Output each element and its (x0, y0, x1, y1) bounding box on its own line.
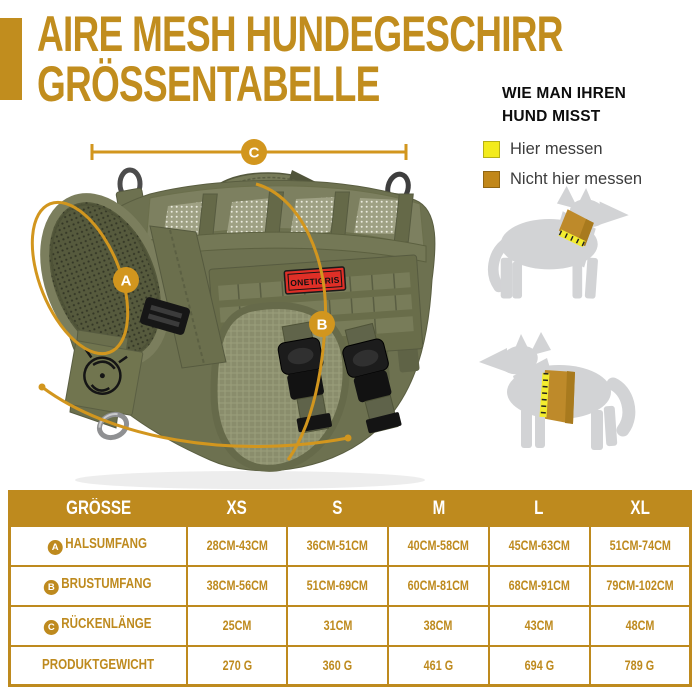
gold-swatch-icon (483, 170, 500, 188)
table-cell: 28CM-43CM (185, 524, 289, 567)
table-cell: 36CM-51CM (286, 524, 390, 567)
marker-A: A (121, 273, 132, 290)
title-accent-bar (0, 18, 22, 100)
table-cell: 270 G (185, 644, 289, 687)
table-cell: 60CM-81CM (387, 564, 490, 607)
legend-item-not-here: Nicht hier messen (483, 170, 693, 189)
dog-measure-diagrams (479, 186, 636, 450)
harness-diagram: ONETIGRIS (30, 139, 436, 489)
molle-straps (197, 191, 414, 245)
brand-patch-text: ONETIGRIS (290, 275, 340, 288)
dog-chest-measure (479, 332, 636, 450)
table-cell: 694 G (487, 644, 591, 687)
row-label-cell: C RÜCKENLÄNGE (8, 604, 188, 647)
table-cell: 48CM (588, 604, 692, 647)
table-cell: 38CM-56CM (185, 564, 289, 607)
row-marker-badge: A (47, 540, 63, 555)
table-header-row: GRÖSSE XS S M L XL (8, 490, 692, 527)
logo-patch (64, 340, 144, 416)
row-label: BRUSTUMFANG (61, 576, 152, 592)
guide-heading-line1: WIE MAN IHREN (502, 85, 627, 102)
table-cell: 68CM-91CM (487, 564, 591, 607)
brand-patch: ONETIGRIS (283, 266, 347, 295)
table-cell: 45CM-63CM (487, 524, 591, 567)
table-header-cell: XL (588, 490, 692, 527)
page-title-line2: GRÖSSENTABELLE (37, 55, 380, 112)
legend-label: Nicht hier messen (510, 169, 643, 188)
table-header-cell: L (487, 490, 591, 527)
measure-arc-belly (41, 385, 349, 449)
table-cell: 40CM-58CM (387, 524, 490, 567)
table-cell: 31CM (286, 604, 390, 647)
table-row: C RÜCKENLÄNGE 25CM 31CM 38CM 43CM 48CM (8, 604, 692, 647)
d-ring-icon (96, 411, 130, 441)
table-row: PRODUKTGEWICHT 270 G 360 G 461 G 694 G 789 G (8, 644, 692, 687)
row-marker-badge: B (43, 580, 59, 595)
row-label: RÜCKENLÄNGE (61, 616, 152, 632)
table-cell: 51CM-69CM (286, 564, 390, 607)
table-cell: 79CM-102CM (588, 564, 692, 607)
row-label: PRODUKTGEWICHT (42, 657, 155, 674)
marker-badges: C A B (113, 139, 335, 337)
size-table: GRÖSSE XS S M L XL A HALSUMFANG 28CM-43CM 36CM-5… (8, 490, 692, 687)
measuring-guide-heading: WIE MAN IHREN HUND MISST (502, 82, 693, 129)
strap-stitching (169, 229, 205, 365)
marker-C: C (249, 145, 260, 162)
table-header-cell: M (387, 490, 490, 527)
arc-end-dot (38, 383, 46, 391)
measuring-guide: WIE MAN IHREN HUND MISST Hier messen Nic… (483, 82, 693, 189)
table-header-cell: XS (185, 490, 289, 527)
page-title: AIRE MESH HUNDEGESCHIRR GRÖSSENTABELLE (37, 6, 700, 112)
guide-heading-line2: HUND MISST (502, 108, 601, 126)
table-header-cell: GRÖSSE (8, 490, 188, 527)
marker-B: B (317, 317, 328, 334)
table-header-cell: S (286, 490, 390, 527)
tape-ticks (540, 372, 549, 418)
page-title-line1: AIRE MESH HUNDEGESCHIRR (37, 6, 563, 62)
yellow-swatch-icon (483, 140, 500, 158)
table-cell: 38CM (387, 604, 490, 647)
table-cell: 25CM (185, 604, 289, 647)
chest-band-shade (565, 371, 575, 424)
side-release-buckle-icon (342, 322, 402, 434)
table-cell: 51CM-74CM (588, 524, 692, 567)
table-cell: 461 G (387, 644, 490, 687)
legend-label: Hier messen (510, 139, 603, 158)
table-cell: 43CM (487, 604, 591, 647)
row-label-cell: PRODUKTGEWICHT (8, 644, 188, 687)
legend-item-measure-here: Hier messen (483, 140, 693, 159)
row-label-cell: A HALSUMFANG (8, 524, 188, 567)
row-label-cell: B BRUSTUMFANG (8, 564, 188, 607)
dog-neck-measure (487, 186, 629, 299)
side-release-buckle-icon (277, 321, 332, 434)
table-row: B BRUSTUMFANG 38CM-56CM 51CM-69CM 60CM-81CM 6… (8, 564, 692, 607)
tape-ticks (558, 230, 586, 247)
row-label: HALSUMFANG (65, 536, 148, 552)
arc-end-dot (344, 434, 352, 442)
row-marker-badge: C (43, 620, 59, 635)
measure-ellipse-A (30, 200, 130, 356)
chest-mesh-panel (40, 193, 170, 367)
harness-shadow (75, 471, 425, 489)
ladder-buckle-icon (139, 297, 191, 335)
table-row: A HALSUMFANG 28CM-43CM 36CM-51CM 40CM-58CM 45… (8, 524, 692, 567)
table-cell: 360 G (286, 644, 390, 687)
table-cell: 789 G (588, 644, 692, 687)
